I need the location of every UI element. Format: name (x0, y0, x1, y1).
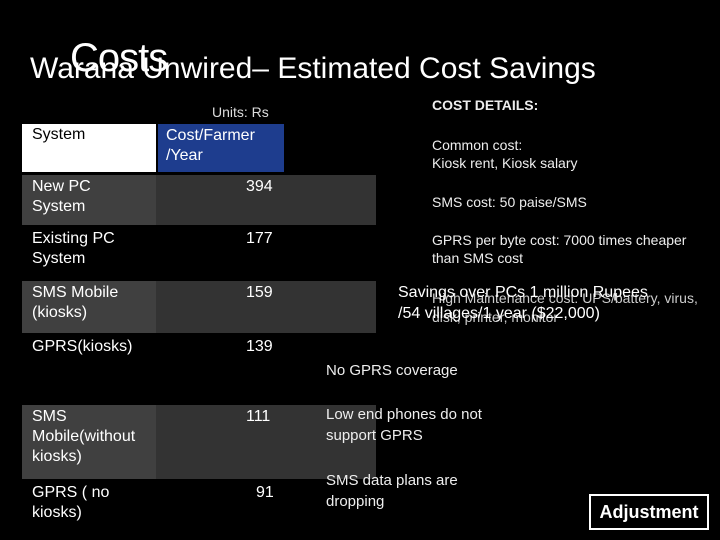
cell-system: GPRS ( no kiosks) (32, 484, 110, 521)
table-row: GPRS(kiosks) 139 (22, 335, 376, 403)
common-cost-items: Kiosk rent, Kiosk salary (432, 155, 578, 171)
cell-cost: 111 (156, 405, 376, 479)
low-end-note: Low end phones do not support GPRS (326, 406, 482, 444)
units-label: Units: Rs (212, 104, 269, 120)
table-row: SMS Mobile (kiosks) 159 (22, 281, 376, 333)
cell-system: SMS Mobile(without kiosks) (22, 405, 156, 479)
column-header-cost: Cost/Farmer /Year (158, 124, 284, 172)
adjustment-button[interactable]: Adjustment (589, 494, 709, 530)
gprs-cost: GPRS per byte cost: 7000 times cheaper t… (432, 232, 687, 266)
table-row: SMS Mobile(without kiosks) 111 (22, 405, 376, 479)
title-overlay: Costs (70, 36, 168, 80)
slide-title: Warana Unwired– Estimated Cost Savings (30, 52, 596, 85)
cell-system: Existing PC System (32, 230, 115, 267)
cell-system: GPRS(kiosks) (32, 338, 133, 355)
cost-details-heading: COST DETAILS: (432, 97, 539, 113)
common-cost-label: Common cost: (432, 137, 523, 153)
sms-plans-note: SMS data plans are dropping (326, 472, 458, 510)
table-row: New PC System 394 (22, 175, 376, 225)
table-row: GPRS ( no kiosks) 91 (22, 481, 376, 533)
cell-cost: 159 (156, 281, 376, 333)
column-header-system: System (22, 124, 156, 172)
cost-table: New PC System 394 Existing PC System 177… (22, 173, 376, 535)
cell-cost: 177 (246, 230, 273, 247)
high-maintenance-note: High Maintenance cost: UPS/battery, viru… (432, 290, 698, 325)
sms-cost: SMS cost: 50 paise/SMS (432, 194, 587, 210)
no-gprs-note: No GPRS coverage (326, 362, 458, 379)
cell-cost: 139 (246, 338, 273, 355)
cell-system: New PC System (22, 175, 156, 225)
savings-note: Savings over PCs 1 million Rupees /54 vi… (398, 284, 648, 322)
cell-system: SMS Mobile (kiosks) (22, 281, 156, 333)
cell-cost: 91 (256, 484, 274, 501)
table-row: Existing PC System 177 (22, 227, 376, 279)
cell-cost: 394 (156, 175, 376, 225)
